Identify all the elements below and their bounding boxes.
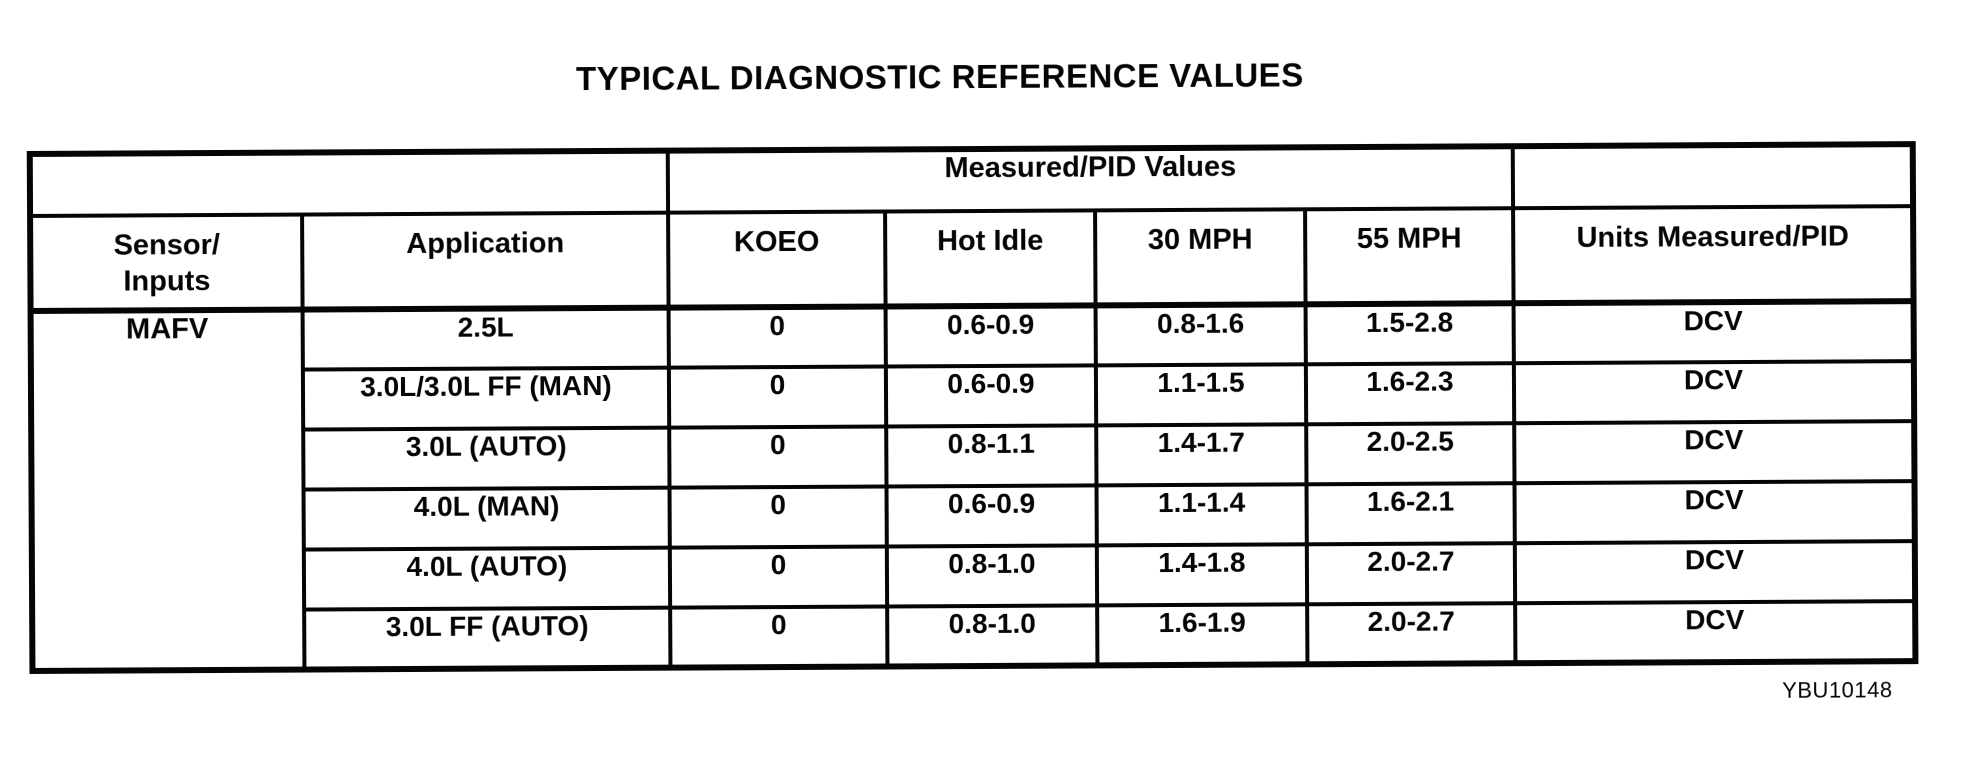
cell-30-mph: 1.4-1.7 (1096, 424, 1307, 486)
cell-application: 4.0L (AUTO) (303, 547, 671, 610)
cell-koeo: 0 (668, 306, 886, 368)
col-header-units-measured-pid: Units Measured/PID (1513, 206, 1914, 304)
cell-hot-idle: 0.6-0.9 (885, 365, 1097, 427)
table-row: 3.0L/3.0L FF (MAN) 0 0.6-0.9 1.1-1.5 1.6… (31, 361, 1915, 431)
cell-hot-idle: 0.8-1.1 (886, 425, 1097, 487)
cell-units: DCV (1514, 481, 1915, 544)
cell-units: DCV (1515, 601, 1916, 664)
sensor-header-line1: Sensor/ (113, 228, 221, 262)
table-row: MAFV 2.5L 0 0.6-0.9 0.8-1.6 1.5-2.8 DCV (30, 301, 1914, 671)
spacer-cell-left (29, 150, 669, 216)
table-row: 4.0L (MAN) 0 0.6-0.9 1.1-1.4 1.6-2.1 DCV (32, 481, 1915, 551)
cell-application: 3.0L/3.0L FF (MAN) (302, 367, 670, 430)
cell-application: 4.0L (MAN) (303, 487, 670, 550)
cell-hot-idle: 0.6-0.9 (886, 485, 1097, 547)
cell-koeo: 0 (669, 486, 887, 548)
cell-hot-idle: 0.8-1.0 (886, 545, 1098, 607)
cell-koeo: 0 (668, 366, 887, 428)
col-header-55-mph: 55 MPH (1305, 208, 1514, 305)
cell-30-mph: 1.1-1.5 (1095, 364, 1307, 426)
cell-30-mph: 1.6-1.9 (1097, 604, 1308, 666)
cell-application: 3.0L (AUTO) (303, 427, 670, 490)
col-header-application: Application (302, 212, 669, 310)
group-header-measured-pid-values: Measured/PID Values (667, 146, 1514, 213)
cell-units: DCV (1513, 301, 1914, 364)
cell-application: 3.0L FF (AUTO) (304, 607, 671, 670)
cell-application: 2.5L (302, 307, 669, 370)
col-header-koeo: KOEO (668, 211, 886, 308)
cell-koeo: 0 (669, 546, 888, 608)
cell-koeo: 0 (670, 606, 888, 668)
table-row: 3.0L FF (AUTO) 0 0.8-1.0 1.6-1.9 2.0-2.7… (32, 601, 1916, 671)
cell-55-mph: 1.5-2.8 (1305, 303, 1514, 365)
cell-55-mph: 2.0-2.7 (1306, 543, 1516, 605)
col-header-hot-idle: Hot Idle (885, 210, 1096, 307)
table-row: 3.0L (AUTO) 0 0.8-1.1 1.4-1.7 2.0-2.5 DC… (31, 421, 1915, 491)
cell-55-mph: 1.6-2.1 (1306, 483, 1515, 545)
cell-30-mph: 1.4-1.8 (1096, 544, 1308, 606)
cell-units: DCV (1513, 361, 1915, 424)
col-header-30-mph: 30 MPH (1095, 209, 1306, 306)
col-header-sensor-inputs: Sensor/ Inputs (30, 214, 303, 311)
cell-55-mph: 2.0-2.7 (1307, 603, 1516, 665)
spacer-cell-right (1512, 144, 1914, 209)
cell-sensor-mafv: MAFV (30, 309, 305, 671)
diagnostic-values-table: Measured/PID Values Sensor/ Inputs Appli… (26, 141, 1919, 674)
cell-units: DCV (1514, 421, 1915, 484)
cell-koeo: 0 (669, 426, 887, 488)
page-title: TYPICAL DIAGNOSTIC REFERENCE VALUES (575, 56, 1304, 98)
figure-code: YBU10148 (1782, 677, 1893, 703)
table-row: 4.0L (AUTO) 0 0.8-1.0 1.4-1.8 2.0-2.7 DC… (32, 541, 1916, 611)
sensor-header-line2: Inputs (123, 265, 211, 298)
cell-55-mph: 1.6-2.3 (1305, 363, 1515, 425)
cell-30-mph: 1.1-1.4 (1096, 484, 1307, 546)
cell-55-mph: 2.0-2.5 (1306, 423, 1515, 485)
group-header-row: Measured/PID Values (29, 144, 1914, 216)
column-header-row: Sensor/ Inputs Application KOEO Hot Idle… (30, 206, 1914, 311)
cell-hot-idle: 0.8-1.0 (887, 605, 1098, 667)
cell-30-mph: 0.8-1.6 (1095, 304, 1306, 366)
cell-units: DCV (1514, 541, 1916, 604)
cell-hot-idle: 0.6-0.9 (885, 305, 1096, 367)
